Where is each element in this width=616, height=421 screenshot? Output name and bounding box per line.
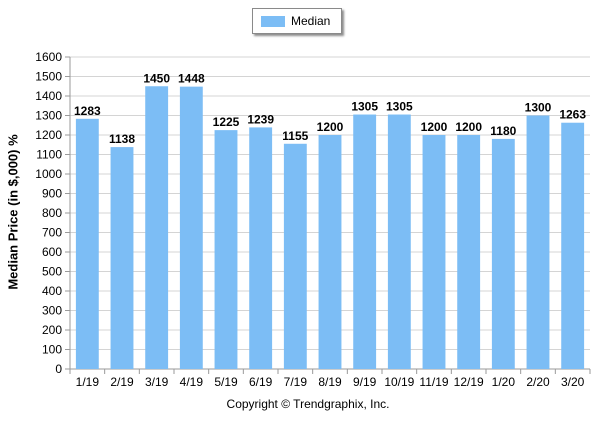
data-label: 1239	[247, 112, 274, 126]
bar-8-19	[318, 135, 342, 369]
data-label: 1448	[178, 72, 205, 86]
y-tick-label: 500	[42, 265, 62, 279]
bar-7-19	[283, 143, 307, 369]
y-axis-label: Median Price (in $,000) %	[5, 134, 21, 290]
x-tick-label: 2/20	[526, 375, 550, 389]
x-tick-label: 12/19	[454, 375, 484, 389]
data-label: 1263	[559, 108, 586, 122]
x-tick-label: 7/19	[284, 375, 308, 389]
y-tick-label: 800	[42, 206, 62, 220]
y-tick-label: 1600	[35, 50, 62, 64]
y-tick-label: 1100	[36, 148, 62, 162]
data-label: 1450	[143, 71, 170, 85]
copyright-text: Copyright © Trendgraphix, Inc.	[226, 397, 390, 411]
bar-3-19	[145, 86, 169, 369]
bar-1-20	[491, 138, 515, 369]
y-tick-label: 1000	[35, 167, 62, 181]
y-tick-label: 600	[42, 245, 62, 259]
data-label: 1283	[74, 104, 101, 118]
bar-2-20	[526, 115, 550, 369]
x-tick-label: 6/19	[249, 375, 273, 389]
y-tick-label: 400	[42, 284, 62, 298]
x-tick-label: 1/20	[492, 375, 516, 389]
y-tick-label: 1500	[35, 70, 62, 84]
x-tick-label: 5/19	[214, 375, 238, 389]
bar-6-19	[249, 127, 273, 370]
x-tick-label: 9/19	[353, 375, 377, 389]
data-label: 1300	[525, 101, 552, 115]
legend-swatch-median	[261, 16, 285, 27]
x-tick-label: 11/19	[419, 375, 448, 389]
x-tick-label: 3/19	[145, 375, 169, 389]
bar-10-19	[387, 114, 411, 370]
data-label: 1200	[455, 120, 482, 134]
x-tick-label: 2/19	[110, 375, 134, 389]
y-tick-label: 1200	[35, 128, 62, 142]
chart-legend: Median	[252, 8, 342, 34]
bar-11-19	[422, 135, 446, 369]
bar-3-20	[561, 122, 585, 369]
data-label: 1200	[317, 120, 344, 134]
y-tick-label: 200	[42, 323, 62, 337]
bar-4-19	[179, 86, 203, 369]
y-tick-label: 0	[55, 362, 62, 376]
data-label: 1180	[490, 124, 516, 138]
data-label: 1155	[282, 129, 308, 143]
y-tick-label: 1400	[35, 89, 62, 103]
y-tick-label: 900	[42, 187, 62, 201]
data-label: 1305	[351, 100, 378, 114]
legend-label-median: Median	[291, 14, 331, 28]
bar-12-19	[457, 135, 481, 369]
bar-2-19	[110, 147, 134, 369]
x-tick-label: 1/19	[76, 375, 100, 389]
data-label: 1225	[213, 115, 240, 129]
bar-9-19	[353, 114, 377, 370]
y-tick-label: 300	[42, 304, 62, 318]
bar-5-19	[214, 130, 238, 369]
y-tick-label: 1300	[35, 109, 62, 123]
y-tick-label: 700	[42, 226, 62, 240]
data-label: 1305	[386, 100, 413, 114]
x-tick-label: 8/19	[318, 375, 342, 389]
x-tick-label: 10/19	[384, 375, 414, 389]
y-tick-label: 100	[42, 343, 62, 357]
x-tick-label: 3/20	[561, 375, 585, 389]
bar-1-19	[75, 118, 99, 369]
data-label: 1138	[109, 132, 135, 146]
x-tick-label: 4/19	[180, 375, 204, 389]
data-label: 1200	[421, 120, 448, 134]
